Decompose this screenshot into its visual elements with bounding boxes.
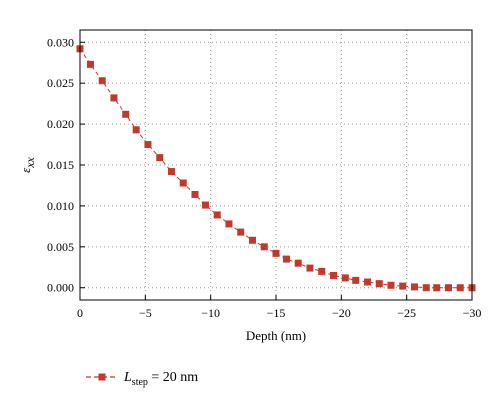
x-tick-label: −30 bbox=[463, 306, 482, 320]
data-point bbox=[144, 141, 152, 149]
grid-lines bbox=[79, 30, 473, 300]
y-tick-label: 0.025 bbox=[47, 76, 74, 90]
data-point bbox=[167, 168, 175, 176]
x-tick-label: −20 bbox=[332, 306, 351, 320]
data-point bbox=[86, 60, 94, 68]
data-point bbox=[213, 211, 221, 219]
data-point bbox=[122, 110, 130, 118]
series-line bbox=[79, 48, 472, 289]
data-point bbox=[341, 274, 349, 282]
y-tick-label: 0.030 bbox=[47, 35, 74, 49]
y-axis-label-base: ε bbox=[18, 167, 33, 173]
data-point bbox=[411, 283, 419, 291]
data-point bbox=[306, 264, 314, 272]
data-point bbox=[375, 280, 383, 288]
x-tick-label: −5 bbox=[139, 306, 152, 320]
legend: Lstep = 20 nm bbox=[86, 370, 198, 388]
data-point bbox=[282, 255, 290, 263]
legend-symbol: L bbox=[123, 370, 132, 385]
legend-label: Lstep = 20 nm bbox=[123, 370, 198, 388]
data-point bbox=[387, 281, 395, 289]
x-tick-label: −15 bbox=[267, 306, 286, 320]
series-strain bbox=[76, 45, 476, 292]
data-point bbox=[318, 267, 326, 275]
legend-subscript: step bbox=[132, 377, 148, 388]
data-point bbox=[179, 179, 187, 187]
data-point bbox=[98, 77, 106, 85]
data-point bbox=[456, 284, 464, 292]
data-point bbox=[110, 94, 118, 102]
data-point bbox=[433, 284, 441, 292]
data-point bbox=[363, 278, 371, 286]
data-point bbox=[422, 284, 430, 292]
data-point bbox=[191, 190, 199, 198]
y-tick-label: 0.020 bbox=[47, 117, 74, 131]
x-axis-label: Depth (nm) bbox=[246, 328, 306, 343]
data-point bbox=[225, 220, 233, 228]
y-tick-label: 0.000 bbox=[47, 281, 74, 295]
data-point bbox=[399, 282, 407, 290]
data-point bbox=[352, 276, 360, 284]
axes: 0.000 0.005 0.010 0.015 0.020 0.025 0.030 0 −5 −1… bbox=[47, 35, 481, 320]
data-point bbox=[329, 271, 337, 279]
y-axis-label: εxx bbox=[18, 156, 37, 172]
legend-value: = 20 nm bbox=[148, 370, 198, 385]
x-tick-label: 0 bbox=[77, 306, 83, 320]
y-tick-label: 0.010 bbox=[47, 199, 74, 213]
data-point bbox=[237, 228, 245, 236]
data-point bbox=[248, 236, 256, 244]
y-tick-label: 0.005 bbox=[47, 240, 74, 254]
data-point bbox=[444, 284, 452, 292]
x-tick-label: −10 bbox=[201, 306, 220, 320]
data-point bbox=[132, 126, 140, 134]
x-tick-label: −25 bbox=[397, 306, 416, 320]
data-point bbox=[294, 259, 302, 267]
data-point bbox=[201, 201, 209, 209]
data-point bbox=[156, 154, 164, 162]
data-point bbox=[272, 249, 280, 257]
y-tick-label: 0.015 bbox=[47, 158, 74, 172]
legend-marker bbox=[98, 373, 106, 381]
y-axis-label-subscript: xx bbox=[23, 156, 37, 168]
data-point bbox=[260, 243, 268, 251]
